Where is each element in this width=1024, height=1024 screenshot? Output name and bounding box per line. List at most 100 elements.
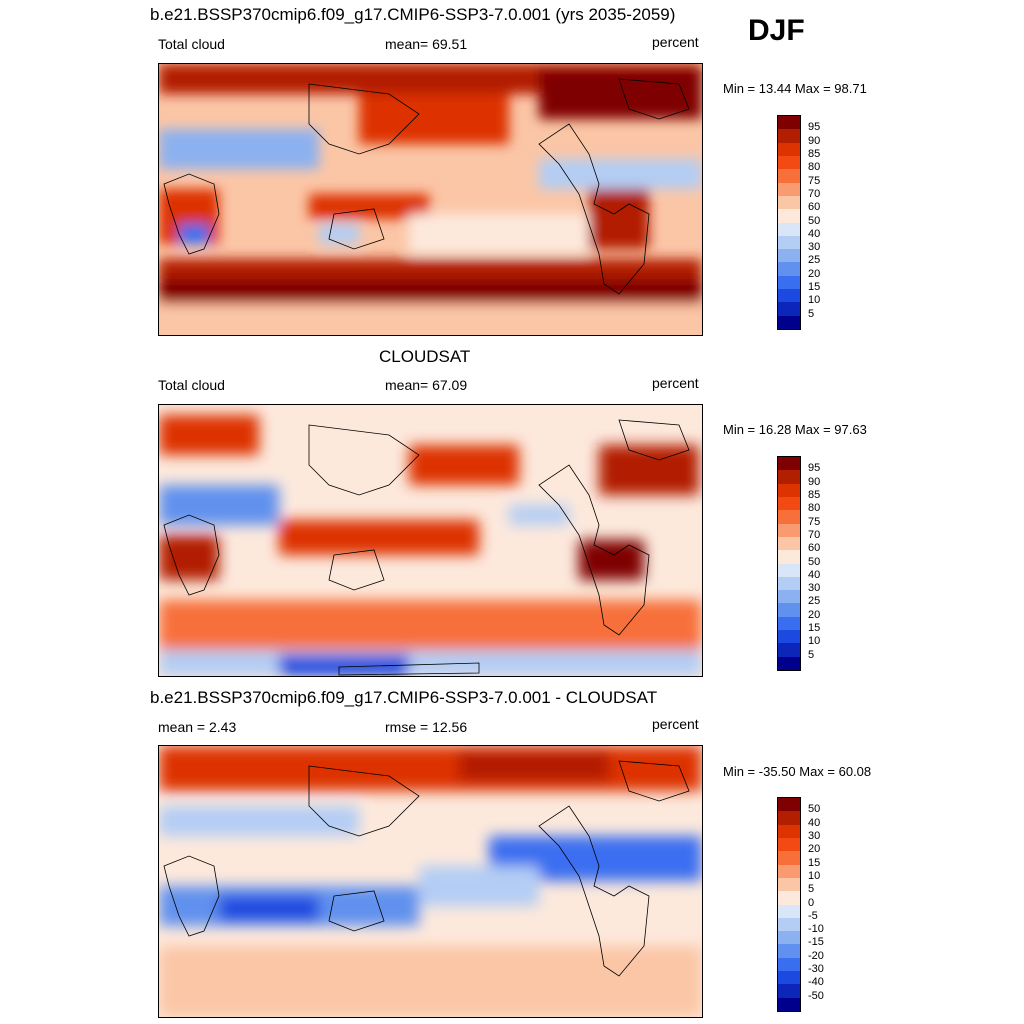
colorbar-tick-label: -50 [808,989,824,1002]
colorbar-swatch [778,891,800,905]
colorbar-swatch [778,603,800,617]
season-label: DJF [748,14,805,47]
colorbar-swatch [778,129,800,143]
colorbar-tick-label: 50 [808,214,821,227]
colorbar-swatch [778,643,800,657]
colorbar-tick-label: 25 [808,254,821,267]
colorbar-tick-label: 25 [808,595,821,608]
colorbar-tick-label: 80 [808,161,821,174]
colorbar-tick-label: 30 [808,829,821,842]
colorbar-tick-label: 15 [808,622,821,635]
colorbar-tick-label: 5 [808,307,815,320]
panel-2-colorbar [777,456,801,671]
colorbar-swatch [778,904,800,918]
panel-2-units-label: percent [652,375,699,391]
colorbar-swatch [778,798,800,812]
colorbar-swatch [778,563,800,577]
colorbar-swatch [778,182,800,196]
colorbar-tick-label: 95 [808,462,821,475]
colorbar-swatch [778,457,800,471]
colorbar-swatch [778,116,800,130]
panel-1-title: b.e21.BSSP370cmip6.f09_g17.CMIP6-SSP3-7.… [150,5,676,24]
colorbar-tick-label: 5 [808,883,815,896]
panel-1-map [158,63,703,336]
panel-3-mean-label: mean = 2.43 [158,719,237,735]
colorbar-tick-label: 0 [808,896,815,909]
panel-1-variable-label: Total cloud [158,36,225,52]
colorbar-swatch [778,550,800,564]
colorbar-swatch [778,302,800,316]
panel-3-colorbar [777,797,801,1012]
colorbar-tick-label: 75 [808,174,821,187]
colorbar-tick-label: 30 [808,241,821,254]
panel-3-title: b.e21.BSSP370cmip6.f09_g17.CMIP6-SSP3-7.… [150,688,658,707]
colorbar-tick-label: 50 [808,803,821,816]
colorbar-swatch [778,222,800,236]
panel-3-rmse-label: rmse = 12.56 [385,719,468,735]
panel-2-title: CLOUDSAT [379,347,471,366]
colorbar-swatch [778,576,800,591]
colorbar-tick-label: -15 [808,936,824,949]
colorbar-tick-label: -5 [808,909,818,922]
colorbar-swatch [778,917,800,932]
colorbar-swatch [778,837,800,852]
panel-3-map [158,745,703,1018]
colorbar-swatch [778,275,800,290]
colorbar-swatch [778,997,800,1011]
panel-1-mean-label: mean= 69.51 [385,36,468,52]
colorbar-swatch [778,811,800,825]
colorbar-swatch [778,209,800,223]
colorbar-swatch [778,616,800,631]
colorbar-tick-label: 20 [808,608,821,621]
panel-3-minmax: Min = -35.50 Max = 60.08 [723,764,872,779]
colorbar-tick-label: 20 [808,267,821,280]
colorbar-swatch [778,931,800,945]
colorbar-swatch [778,496,800,511]
colorbar-swatch [778,523,800,537]
colorbar-swatch [778,195,800,210]
colorbar-tick-label: -10 [808,923,824,936]
colorbar-tick-label: 40 [808,568,821,581]
colorbar-tick-label: -20 [808,949,824,962]
colorbar-tick-label: 15 [808,856,821,869]
colorbar-swatch [778,155,800,170]
colorbar-tick-label: 10 [808,294,821,307]
colorbar-tick-label: 85 [808,488,821,501]
colorbar-tick-label: 5 [808,648,815,661]
colorbar-tick-label: 80 [808,502,821,515]
colorbar-tick-label: 60 [808,542,821,555]
panel-2-mean-label: mean= 67.09 [385,377,468,393]
panel-3-units-label: percent [652,716,699,732]
colorbar-swatch [778,590,800,604]
colorbar-tick-label: 40 [808,816,821,829]
panel-2-map [158,404,703,677]
panel-2-minmax: Min = 16.28 Max = 97.63 [723,422,867,437]
colorbar-tick-label: 10 [808,635,821,648]
colorbar-tick-label: 70 [808,187,821,200]
colorbar-swatch [778,169,800,183]
colorbar-swatch [778,877,800,892]
colorbar-tick-label: 30 [808,582,821,595]
colorbar-tick-label: 20 [808,843,821,856]
colorbar-tick-label: 70 [808,528,821,541]
panel-1-minmax: Min = 13.44 Max = 98.71 [723,81,867,96]
colorbar-swatch [778,957,800,972]
colorbar-swatch [778,630,800,644]
colorbar-tick-label: 50 [808,555,821,568]
colorbar-swatch [778,235,800,250]
colorbar-tick-label: 60 [808,201,821,214]
colorbar-swatch [778,262,800,276]
colorbar-tick-label: -40 [808,976,824,989]
colorbar-swatch [778,470,800,484]
colorbar-tick-label: 95 [808,121,821,134]
colorbar-swatch [778,824,800,838]
colorbar-swatch [778,864,800,878]
colorbar-swatch [778,971,800,985]
panel-2-variable-label: Total cloud [158,377,225,393]
colorbar-swatch [778,984,800,998]
colorbar-swatch [778,510,800,524]
colorbar-tick-label: 75 [808,515,821,528]
colorbar-swatch [778,656,800,670]
colorbar-swatch [778,289,800,303]
colorbar-tick-label: 10 [808,869,821,882]
